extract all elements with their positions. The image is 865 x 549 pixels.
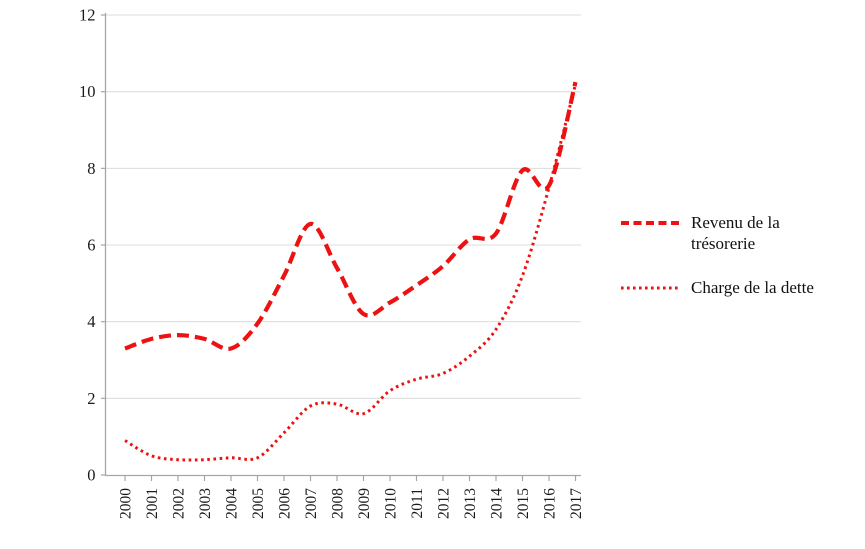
x-axis-tick-label: 2002 [171,488,188,519]
legend-item-charge: Charge de la dette [621,277,836,298]
legend-item-revenu: Revenu de la trésorerie [621,212,836,255]
dashed-line-swatch [621,221,679,225]
x-axis-tick-label: 2000 [118,488,135,519]
y-axis-tick-label: 2 [87,389,95,408]
x-axis-tick-label: 2015 [515,488,532,519]
x-axis-tick-label: 2004 [224,488,241,519]
x-axis-tick-label: 2008 [330,488,347,519]
chart-legend: Revenu de la trésorerie Charge de la det… [621,212,836,298]
series-line-revenu [124,81,578,352]
x-axis-tick-label: 2016 [542,488,559,519]
x-axis-tick-label: 2011 [409,488,426,518]
y-axis-tick-label: 10 [79,82,96,101]
x-axis-tick-label: 2001 [144,488,161,519]
x-axis-tick-label: 2009 [356,488,373,519]
x-axis-tick-label: 2017 [568,488,585,519]
y-axis-tick-label: 4 [87,312,95,331]
series-line-charge [124,83,577,462]
legend-label-revenu: Revenu de la trésorerie [691,213,780,254]
x-axis-tick-label: 2014 [489,488,506,519]
x-axis-tick-label: 2003 [197,488,214,519]
y-axis-tick-label: 8 [87,159,95,178]
dotted-line-swatch [621,286,679,289]
x-axis-tick-label: 2005 [250,488,267,519]
y-axis-tick-label: 6 [87,236,95,255]
y-axis-tick-label: 12 [79,6,96,25]
legend-label-charge: Charge de la dette [691,277,814,297]
x-axis-tick-label: 2012 [436,488,453,519]
x-axis-tick-label: 2013 [462,488,479,519]
y-axis-tick-label: 0 [87,466,95,485]
x-axis-tick-label: 2007 [303,488,320,519]
x-axis-tick-label: 2010 [383,488,400,519]
x-axis-tick-label: 2006 [277,488,294,519]
